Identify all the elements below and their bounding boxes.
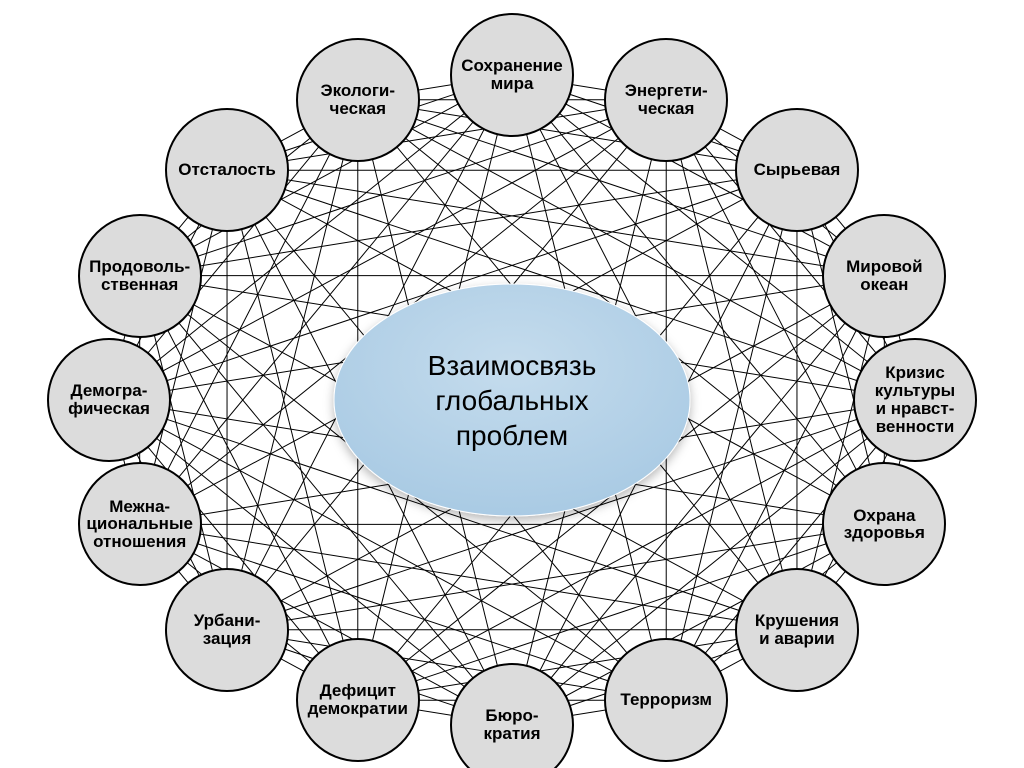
node-n13: Продоволь-ственная: [78, 214, 202, 338]
node-n15: Экологи-ческая: [296, 38, 420, 162]
node-label: Крушенияи аварии: [755, 612, 839, 648]
node-n10: Урбани-зация: [165, 568, 289, 692]
node-label: Продоволь-ственная: [89, 258, 190, 294]
node-n7: Терроризм: [604, 638, 728, 762]
node-label: Демогра-фическая: [68, 382, 150, 418]
node-label: Межна-циональныеотношения: [86, 498, 193, 552]
node-label: Энергети-ческая: [625, 82, 708, 118]
node-label: Кризискультурыи нравст-венности: [875, 364, 955, 435]
diagram-canvas: Сохранениемира Энергети-ческая Сырьевая Мир…: [0, 0, 1024, 768]
node-n0: Сохранениемира: [450, 13, 574, 137]
node-n1: Энергети-ческая: [604, 38, 728, 162]
center-node: Взаимосвязьглобальныхпроблем: [334, 284, 690, 516]
node-label: Урбани-зация: [194, 612, 261, 648]
node-label: Бюро-кратия: [483, 707, 540, 743]
node-label: Сырьевая: [754, 161, 841, 179]
node-label: Отсталость: [178, 161, 276, 179]
node-label: Дефицитдемократии: [308, 682, 408, 718]
node-n2: Сырьевая: [735, 108, 859, 232]
node-n12: Демогра-фическая: [47, 338, 171, 462]
node-n5: Охраназдоровья: [822, 462, 946, 586]
node-label: Терроризм: [620, 691, 712, 709]
node-label: Мировойокеан: [846, 258, 922, 294]
node-n6: Крушенияи аварии: [735, 568, 859, 692]
node-n4: Кризискультурыи нравст-венности: [853, 338, 977, 462]
node-label: Сохранениемира: [461, 57, 562, 93]
node-n9: Дефицитдемократии: [296, 638, 420, 762]
node-label: Экологи-ческая: [321, 82, 396, 118]
node-n11: Межна-циональныеотношения: [78, 462, 202, 586]
node-n3: Мировойокеан: [822, 214, 946, 338]
node-label: Охраназдоровья: [844, 507, 925, 543]
node-n14: Отсталость: [165, 108, 289, 232]
